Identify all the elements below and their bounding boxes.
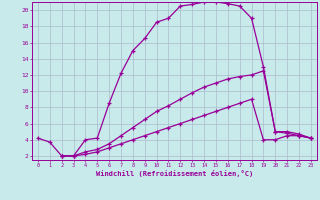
X-axis label: Windchill (Refroidissement éolien,°C): Windchill (Refroidissement éolien,°C) bbox=[96, 170, 253, 177]
